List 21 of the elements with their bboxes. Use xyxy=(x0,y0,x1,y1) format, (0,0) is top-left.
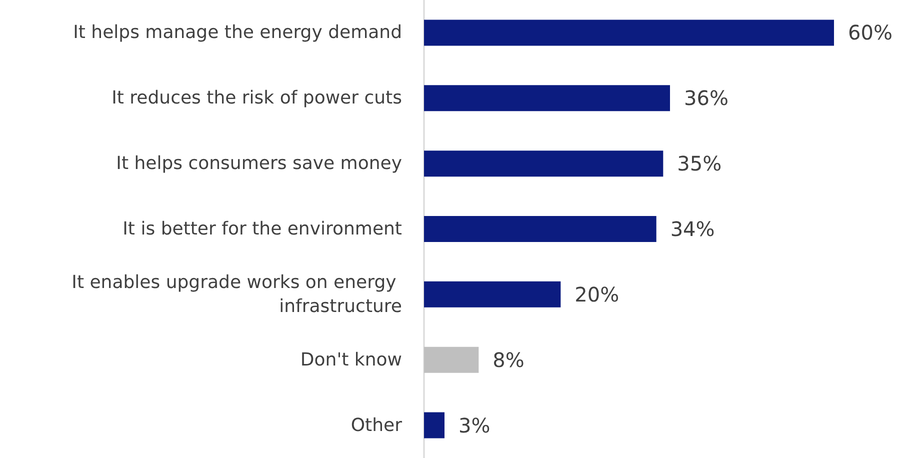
bar xyxy=(424,346,479,373)
data-label: 35% xyxy=(677,152,722,176)
data-label: 36% xyxy=(684,86,728,110)
data-label: 3% xyxy=(458,413,490,438)
y-tick-label: It reduces the risk of power cuts xyxy=(112,88,402,109)
bar xyxy=(424,412,444,438)
data-label: 20% xyxy=(574,282,620,306)
y-tick-label: It helps consumers save money xyxy=(116,153,402,174)
bar xyxy=(424,281,561,308)
data-label: 60% xyxy=(848,20,892,45)
bar xyxy=(424,216,656,242)
bar xyxy=(424,85,670,112)
y-tick-label: It helps manage the energy demand xyxy=(73,22,402,44)
data-label: 8% xyxy=(492,348,524,372)
y-tick-label: It enables upgrade works on energy infrastructure xyxy=(72,272,402,317)
bar xyxy=(424,20,834,46)
y-tick-label: Other xyxy=(350,414,403,436)
y-tick-label: It is better for the environment xyxy=(122,218,402,240)
y-tick-label: Don't know xyxy=(300,349,402,370)
bar xyxy=(424,150,664,177)
data-label: 34% xyxy=(670,217,715,241)
